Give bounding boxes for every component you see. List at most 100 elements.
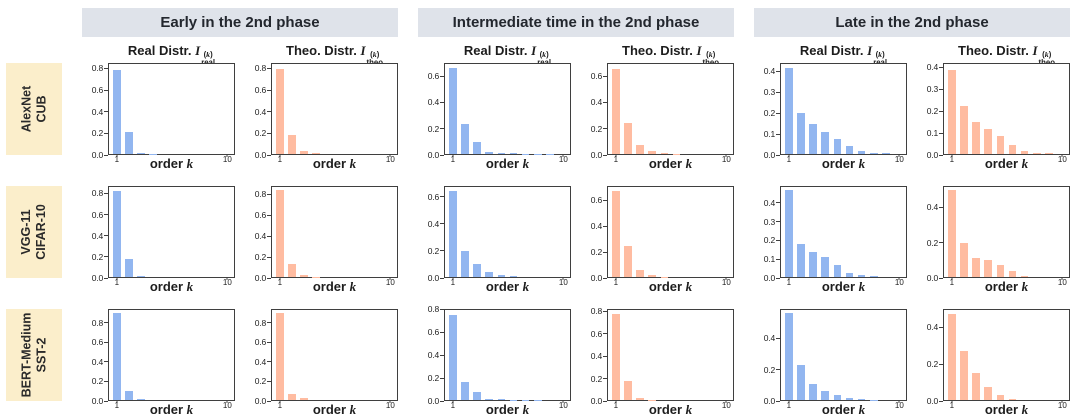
bar-slot [520, 310, 532, 400]
bar-slot [719, 310, 731, 400]
plot-area [607, 63, 734, 155]
bar-slot [359, 64, 371, 154]
bar-slot [658, 187, 670, 277]
chart-title: Theo. Distr. I(k)theo [245, 43, 398, 66]
bar-slot [371, 310, 383, 400]
bar [636, 398, 645, 400]
bar-slot [286, 310, 298, 400]
y-tick: 0.4 [591, 351, 607, 361]
bar-slot [274, 187, 286, 277]
bar [984, 386, 993, 400]
bar-slot [483, 310, 495, 400]
bar-slot [719, 64, 731, 154]
x-axis: 1 order k 10 [607, 400, 734, 418]
bar-slot [147, 64, 159, 154]
x-axis-label: order k [984, 279, 1029, 294]
bar [288, 394, 296, 400]
bar-slot [880, 187, 892, 277]
bar [996, 395, 1005, 400]
bar-slot [159, 310, 171, 400]
chart-vgg-intermediate-real: 0.0 0.2 0.4 0.6 1 order k 10 [418, 180, 571, 295]
y-tick: 0.6 [591, 195, 607, 205]
bar [648, 150, 657, 154]
plot-area [607, 186, 734, 278]
chart-alexnet-early-theo: Theo. Distr. I(k)theo 0.0 0.2 0.4 0.6 0.8 1 o… [245, 43, 398, 172]
bar-slot [1006, 64, 1018, 154]
plot-area [444, 63, 571, 155]
bar-slot [507, 64, 519, 154]
bar-slot [1031, 310, 1043, 400]
y-axis: 0.0 0.2 0.4 0.6 [581, 186, 607, 283]
chart-bert-late-theo: 0.0 0.2 0.4 1 order k 10 [917, 303, 1070, 418]
y-tick: 0.0 [927, 273, 943, 283]
math-symbol: I(k)real [531, 43, 551, 66]
chart-bert-intermediate-real: 0.0 0.2 0.4 0.6 0.8 1 order k 10 [418, 303, 571, 418]
bar [473, 391, 482, 400]
bar-slot [783, 187, 795, 277]
y-axis: 0.0 0.2 0.4 0.6 0.8 [245, 63, 271, 160]
bar-slot [856, 187, 868, 277]
bar [648, 275, 657, 277]
y-axis: 0.0 0.2 0.4 0.6 [418, 63, 444, 160]
bar-slot [171, 310, 183, 400]
y-tick: 0.2 [255, 128, 271, 138]
y-tick: 0.2 [764, 365, 780, 375]
y-tick: 0.0 [927, 396, 943, 406]
x-axis: 1 order k 10 [943, 400, 1070, 418]
bar-slot [707, 187, 719, 277]
y-tick: 0.0 [591, 150, 607, 160]
y-tick: 0.6 [428, 71, 444, 81]
bar-slot [483, 64, 495, 154]
x-tick-10: 10 [558, 278, 568, 287]
bar-slot [322, 187, 334, 277]
bar-slot [135, 64, 147, 154]
plot-area [780, 186, 907, 278]
bar-slot [646, 310, 658, 400]
y-tick: 0.0 [764, 273, 780, 283]
bar-slot [371, 64, 383, 154]
bar [300, 398, 309, 400]
bar [276, 312, 284, 400]
x-tick-10: 10 [385, 401, 395, 410]
group-vgg-intermediate: 0.0 0.2 0.4 0.6 1 order k 10 0.0 0.2 0.4 0.6 1 or… [418, 180, 734, 295]
y-tick: 0.0 [591, 273, 607, 283]
x-axis: 1 order k 10 [780, 400, 907, 418]
y-tick: 0.2 [927, 238, 943, 248]
bar-slot [147, 187, 159, 277]
x-tick-1: 1 [277, 155, 283, 164]
bar [113, 191, 121, 277]
bar-slot [334, 310, 346, 400]
bar [497, 274, 506, 277]
x-tick-1: 1 [613, 155, 619, 164]
bar-slot [868, 187, 880, 277]
bar [833, 394, 842, 400]
chart-vgg-late-real: 0.0 0.1 0.2 0.3 0.4 1 order k 10 [754, 180, 907, 295]
row-label-alexnet-cub: AlexNet CUB [6, 63, 62, 155]
bar-slot [447, 187, 459, 277]
x-axis-label: order k [485, 156, 530, 171]
bar-slot [819, 187, 831, 277]
bar-slot [946, 310, 958, 400]
y-tick: 0.0 [764, 150, 780, 160]
bar-slot [196, 310, 208, 400]
chart-title: Real Distr. I(k)real [418, 43, 571, 66]
bar [125, 259, 133, 277]
x-axis-label: order k [149, 156, 194, 171]
x-axis-label: order k [821, 402, 866, 417]
y-axis: 0.0 0.2 0.4 0.6 [581, 63, 607, 160]
bar [497, 399, 506, 400]
x-axis-label: order k [984, 402, 1029, 417]
plot-area [108, 309, 235, 401]
bar [521, 153, 530, 154]
bar-slot [719, 187, 731, 277]
row-label-bert-medium-sst2: BERT-Medium SST-2 [6, 309, 62, 401]
x-axis-label: order k [149, 402, 194, 417]
bar [845, 145, 854, 154]
y-tick: 0.0 [428, 273, 444, 283]
bar-slot [322, 310, 334, 400]
x-tick-1: 1 [949, 401, 955, 410]
x-tick-1: 1 [786, 401, 792, 410]
bar-slot [147, 310, 159, 400]
bar-slot [507, 310, 519, 400]
bar-slot [946, 187, 958, 277]
